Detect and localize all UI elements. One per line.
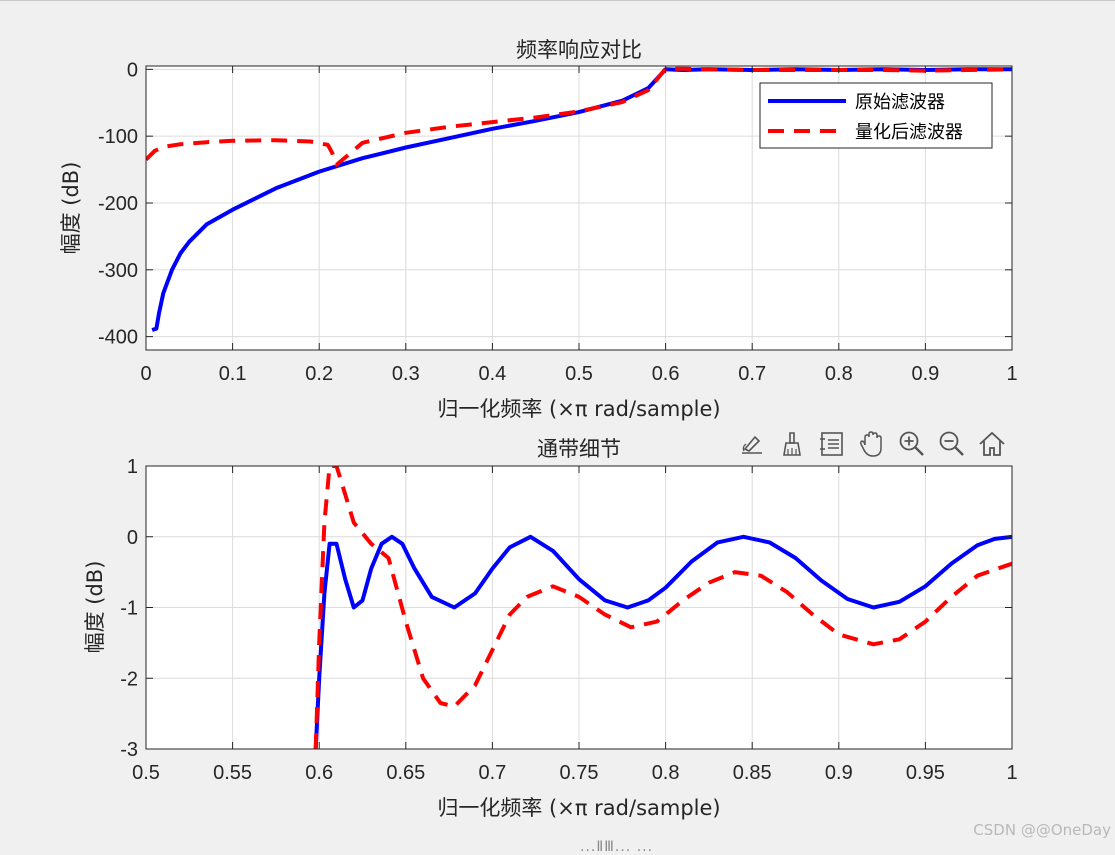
zoom-in-button[interactable]	[893, 425, 931, 463]
csdn-watermark: CSDN @@OneDay	[973, 821, 1111, 839]
legend-toggle-icon	[820, 432, 843, 456]
y-tick-label: -2	[120, 668, 138, 690]
quantized-filter-line[interactable]	[313, 466, 1012, 749]
bottom-ticks: 0.5 0.55 0.6 0.65 0.7 0.75 0.8 0.85 0.9 0.95 1 1 0 -1…	[120, 456, 1017, 784]
x-tick-label: 0.5	[565, 363, 593, 385]
pan-button[interactable]	[853, 425, 891, 463]
y-tick-label: -300	[98, 260, 138, 282]
bottom-axes: 0.5 0.55 0.6 0.65 0.7 0.75 0.8 0.85 0.9 0.95 1 1 0 -1…	[83, 437, 1018, 820]
x-tick-label: 0.4	[478, 363, 506, 385]
zoom-out-icon	[939, 431, 964, 456]
x-tick-label: 0.9	[911, 363, 939, 385]
x-tick-label: 0.95	[906, 762, 945, 784]
legend-label-quantized: 量化后滤波器	[855, 122, 963, 143]
home-icon	[979, 431, 1005, 456]
x-tick-label: 0.2	[305, 363, 333, 385]
x-tick-label: 0.8	[652, 762, 680, 784]
y-tick-label: 1	[127, 456, 138, 478]
brush-button[interactable]	[773, 425, 811, 463]
top-x-axis-label: 归一化频率 (×π rad/sample)	[437, 397, 720, 421]
top-ticks: 0 0.1 0.2 0.3 0.4 0.5 0.6 0.7 0.8 0.9 1 0 -100 -200 -3…	[98, 59, 1018, 385]
x-tick-label: 0	[140, 363, 151, 385]
top-legend[interactable]: 原始滤波器 量化后滤波器	[759, 82, 993, 149]
y-tick-label: -3	[120, 739, 138, 761]
cutoff-text-fragment: ...ⅡⅢ... ...	[580, 839, 654, 855]
y-tick-label: -1	[120, 598, 138, 620]
brush-icon	[783, 432, 801, 456]
bottom-y-axis-label: 幅度 (dB)	[83, 561, 107, 654]
x-tick-label: 0.65	[386, 762, 425, 784]
y-tick-label: -400	[98, 327, 138, 349]
data-tips-button[interactable]	[733, 425, 771, 463]
axes-toolbar	[733, 424, 1011, 464]
top-series-group	[146, 66, 1012, 332]
y-tick-label: -100	[98, 126, 138, 148]
x-tick-label: 0.75	[560, 762, 599, 784]
x-tick-label: 1	[1006, 762, 1017, 784]
y-tick-label: -200	[98, 193, 138, 215]
pan-hand-icon	[859, 431, 882, 457]
data-tips-icon	[742, 435, 762, 454]
legend-box	[759, 82, 993, 149]
zoom-out-button[interactable]	[933, 425, 971, 463]
x-tick-label: 0.1	[219, 363, 247, 385]
x-tick-label: 0.8	[825, 363, 853, 385]
top-y-axis-label: 幅度 (dB)	[59, 162, 83, 255]
x-tick-label: 0.5	[132, 762, 160, 784]
x-tick-label: 0.6	[305, 762, 333, 784]
quantized-filter-line[interactable]	[146, 66, 1012, 167]
window-top-border	[0, 0, 1115, 1]
top-chart-title: 频率响应对比	[516, 38, 642, 62]
bottom-series-group	[313, 466, 1012, 749]
restore-view-button[interactable]	[973, 425, 1011, 463]
x-tick-label: 0.7	[738, 363, 766, 385]
x-tick-label: 1	[1006, 363, 1017, 385]
top-axes: 0 0.1 0.2 0.3 0.4 0.5 0.6 0.7 0.8 0.9 1 0 -100 -200 -3…	[59, 38, 1018, 421]
x-tick-label: 0.7	[478, 762, 506, 784]
legend-label-original: 原始滤波器	[855, 92, 945, 113]
x-tick-label: 0.85	[733, 762, 772, 784]
bottom-x-axis-label: 归一化频率 (×π rad/sample)	[437, 796, 720, 820]
y-tick-label: 0	[127, 527, 138, 549]
zoom-in-icon	[899, 431, 924, 456]
x-tick-label: 0.3	[392, 363, 420, 385]
y-tick-label: 0	[127, 59, 138, 81]
x-tick-label: 0.55	[213, 762, 252, 784]
x-tick-label: 0.9	[825, 762, 853, 784]
bottom-chart-title: 通带细节	[537, 437, 621, 461]
x-tick-label: 0.6	[652, 363, 680, 385]
legend-toggle-button[interactable]	[813, 425, 851, 463]
original-filter-line[interactable]	[313, 534, 1012, 749]
